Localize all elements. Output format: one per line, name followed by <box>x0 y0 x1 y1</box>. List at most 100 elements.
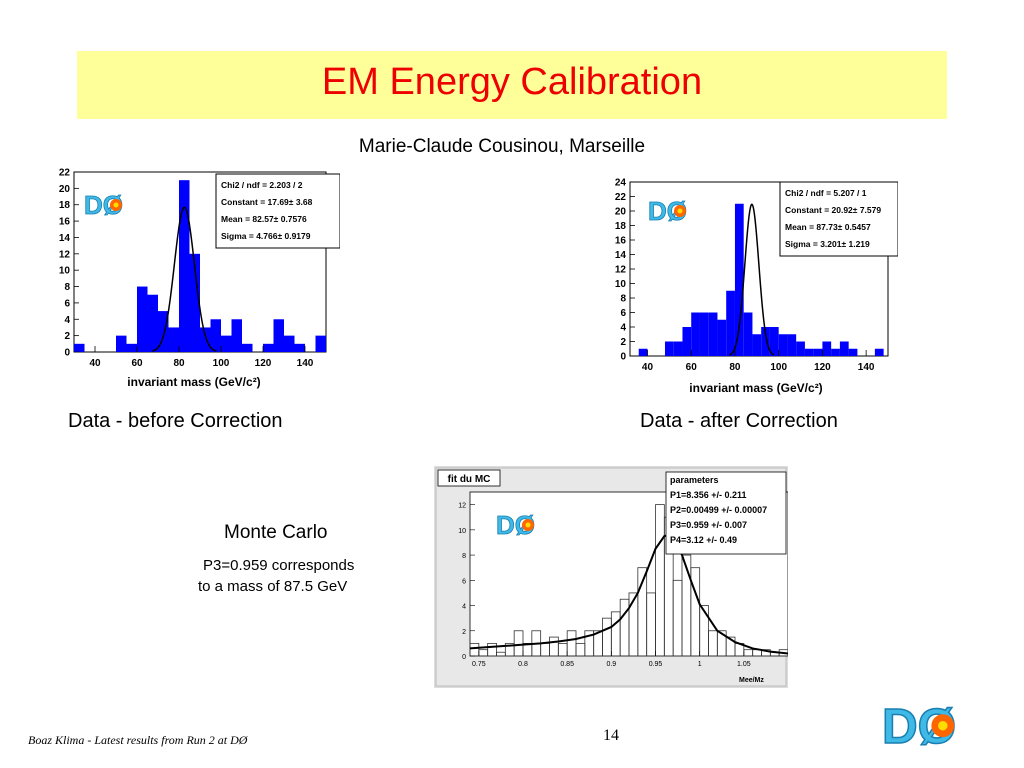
mc-note-line2: to a mass of 87.5 GeV <box>198 578 348 595</box>
x-tick-label: 0.95 <box>649 661 663 668</box>
x-tick-label: 140 <box>858 362 875 373</box>
y-tick-label: 8 <box>620 294 626 305</box>
histogram-bar <box>200 327 211 352</box>
y-tick-label: 0 <box>64 348 70 359</box>
plot-title: fit du MC <box>448 474 491 485</box>
y-tick-label: 10 <box>59 266 71 277</box>
y-tick-label: 2 <box>64 331 70 342</box>
d0-logo-large: DØ <box>881 698 957 751</box>
x-tick-label: 1.05 <box>737 661 751 668</box>
x-tick-label: 120 <box>814 362 831 373</box>
x-axis-label: invariant mass (GeV/c²) <box>689 381 822 395</box>
d0-logo: DØ <box>648 196 688 227</box>
title-banner: EM Energy Calibration <box>77 51 947 119</box>
y-tick-label: 6 <box>64 298 70 309</box>
histogram-bar <box>848 348 858 356</box>
y-tick-label: 0 <box>620 352 626 363</box>
fit-stats-box: Chi2 / ndf = 5.207 / 1 Constant = 20.92± … <box>779 181 898 257</box>
y-tick-label: 8 <box>64 282 70 293</box>
d0-logo: DØ <box>496 510 536 541</box>
fit-stat-line: Chi2 / ndf = 5.207 / 1 <box>785 188 867 198</box>
histogram-bar <box>231 319 242 352</box>
author-line: Marie-Claude Cousinou, Marseille <box>358 136 646 157</box>
y-tick-label: 4 <box>620 323 626 334</box>
gaussian-fit-curve <box>729 203 775 356</box>
mc-fit-curve <box>469 533 788 655</box>
x-tick-label: 0.75 <box>472 661 486 668</box>
fit-stats-box: Chi2 / ndf = 2.203 / 2 Constant = 17.69± … <box>215 173 340 249</box>
fit-parameter-line: P2=0.00499 +/- 0.00007 <box>670 505 767 515</box>
y-tick-label: 24 <box>615 178 627 189</box>
footer-text: Boaz Klima - Latest results from Run 2 a… <box>28 733 248 747</box>
histogram-bar <box>673 341 683 356</box>
parameters-title: parameters <box>670 475 719 485</box>
fit-stat-line: Sigma = 3.201± 1.219 <box>785 239 870 249</box>
y-tick-label: 12 <box>59 249 71 260</box>
x-tick-label: 120 <box>255 358 272 369</box>
histogram-bar <box>189 253 200 352</box>
y-tick-label: 2 <box>462 629 466 636</box>
d0-logo-center <box>938 720 948 731</box>
histogram-bar <box>210 319 221 352</box>
histogram-before-correction: 0 2 4 6 8 10 12 14 16 18 20 22 40 60 80 100 120 140 Chi2 … <box>59 168 340 389</box>
y-tick-label: 6 <box>462 578 466 585</box>
fit-stat-line: Mean = 87.73± 0.5457 <box>785 222 871 232</box>
y-tick-label: 8 <box>462 553 466 560</box>
y-tick-label: 10 <box>458 528 466 535</box>
histogram-bar <box>804 348 814 356</box>
y-tick-label: 12 <box>615 265 627 276</box>
fit-stat-line: Constant = 17.69± 3.68 <box>221 197 313 207</box>
mc-histogram-bin <box>487 642 497 657</box>
histogram-bar <box>168 327 179 352</box>
y-tick-label: 4 <box>64 315 70 326</box>
d0-logo-text: DØ <box>882 699 956 751</box>
y-tick-label: 14 <box>615 250 627 261</box>
y-tick-label: 20 <box>615 207 627 218</box>
histogram-bar <box>699 312 709 356</box>
histogram-bar <box>831 348 840 356</box>
x-tick-label: 60 <box>131 358 143 369</box>
mc-note-line1: P3=0.959 corresponds <box>203 557 355 574</box>
fit-stat-line: Constant = 20.92± 7.579 <box>785 205 881 215</box>
monte-carlo-label: Monte Carlo <box>224 522 328 543</box>
y-tick-label: 18 <box>615 221 627 232</box>
x-tick-label: 80 <box>729 362 741 373</box>
histogram-bar <box>294 343 305 352</box>
x-tick-label: 100 <box>213 358 230 369</box>
histogram-bar <box>137 286 148 352</box>
y-tick-label: 16 <box>615 236 627 247</box>
x-axis-label: invariant mass (GeV/c²) <box>127 375 260 389</box>
x-axis-label: Mee/Mz <box>739 677 764 684</box>
y-tick-label: 22 <box>615 192 627 203</box>
histogram-bar <box>717 319 727 356</box>
y-tick-label: 6 <box>620 308 626 319</box>
page-title: EM Energy Calibration <box>321 61 703 103</box>
x-tick-label: 0.8 <box>518 661 528 668</box>
histogram-bar <box>787 334 797 356</box>
y-tick-label: 22 <box>59 168 71 179</box>
histogram-bar <box>796 341 805 356</box>
x-tick-label: 100 <box>770 362 787 373</box>
histogram-bar <box>664 341 674 356</box>
fit-parameter-line: P4=3.12 +/- 0.49 <box>670 535 737 545</box>
fit-parameter-line: P3=0.959 +/- 0.007 <box>670 520 747 530</box>
histogram-bar <box>778 334 788 356</box>
histogram-bar <box>769 327 779 356</box>
d0-logo-center <box>113 202 119 208</box>
y-tick-label: 16 <box>59 217 71 228</box>
histogram-bar <box>638 348 648 356</box>
histogram-bar <box>734 203 744 356</box>
histogram-bar <box>179 180 190 352</box>
x-tick-label: 40 <box>89 358 101 369</box>
histogram-bar <box>158 311 169 352</box>
x-tick-label: 40 <box>642 362 654 373</box>
histogram-bar <box>263 343 274 352</box>
d0-logo-center <box>677 208 683 214</box>
y-tick-label: 14 <box>59 233 71 244</box>
histogram-bar <box>761 327 770 356</box>
d0-logo-center <box>525 522 531 528</box>
caption-before: Data - before Correction <box>68 410 283 432</box>
y-tick-label: 10 <box>615 279 627 290</box>
histogram-bar <box>691 312 700 356</box>
